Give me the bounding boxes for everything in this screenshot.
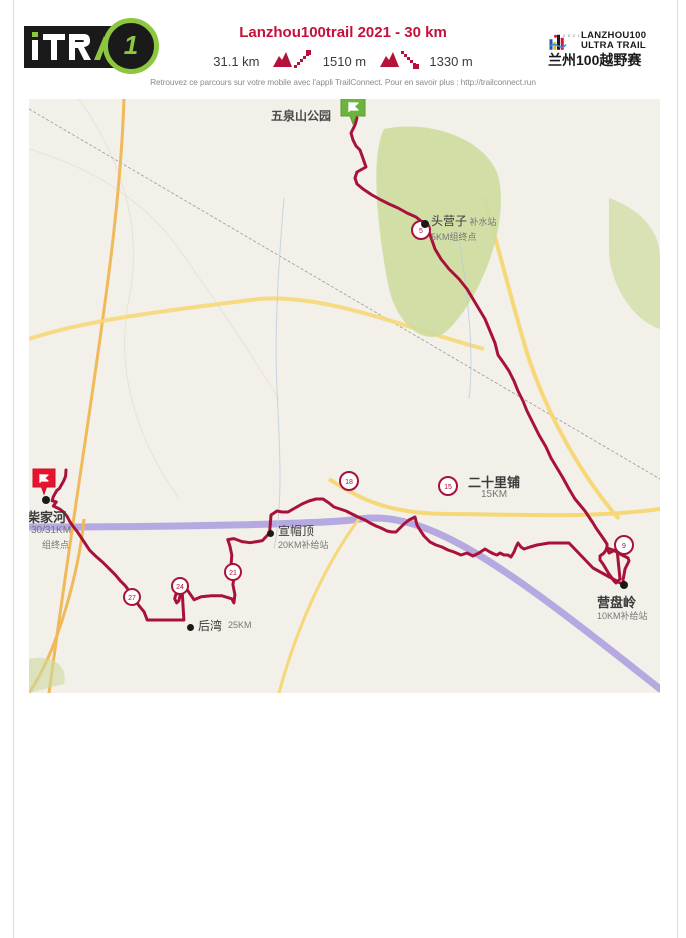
svg-text:21: 21 — [229, 570, 237, 577]
svg-text:27: 27 — [128, 595, 136, 602]
svg-text:9: 9 — [622, 543, 626, 550]
svg-text:18: 18 — [345, 479, 353, 486]
svg-text:15: 15 — [444, 484, 452, 491]
svg-text:5: 5 — [419, 228, 423, 235]
svg-text:24: 24 — [176, 584, 184, 591]
